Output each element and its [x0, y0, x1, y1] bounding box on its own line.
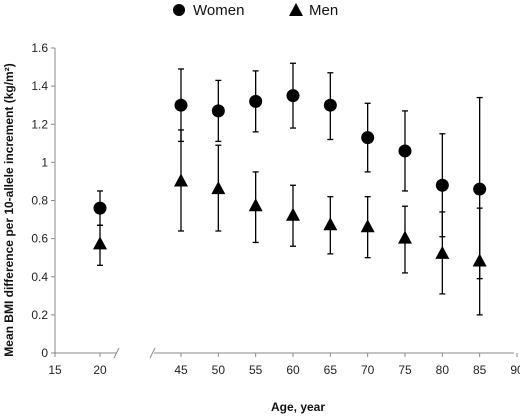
data-point	[398, 144, 412, 158]
legend: Women Men	[173, 2, 338, 19]
legend-women-label: Women	[193, 2, 244, 19]
data-point	[435, 245, 450, 259]
series-women	[93, 62, 487, 280]
data-point	[174, 173, 188, 187]
legend-women-marker	[173, 4, 185, 16]
x-tick-label: 80	[436, 363, 450, 377]
data-point	[360, 219, 375, 233]
x-tick-label: 60	[286, 363, 300, 377]
x-tick-label: 90	[510, 363, 520, 377]
y-tick-label: 0.6	[31, 232, 48, 246]
y-tick-label: 0.2	[31, 308, 48, 322]
x-tick-label: 45	[174, 363, 188, 377]
data-point	[323, 98, 337, 112]
axis-break-mark-right	[149, 347, 156, 359]
y-tick-label: 1.6	[31, 41, 48, 55]
axis-break-mark-left	[113, 347, 120, 359]
x-tick-label: 65	[324, 363, 338, 377]
y-tick-label: 0.4	[31, 270, 48, 284]
legend-men-label: Men	[309, 2, 338, 19]
legend-men-marker	[289, 3, 303, 16]
data-point	[472, 253, 487, 267]
y-tick-label: 1	[41, 155, 48, 169]
x-tick-label: 70	[361, 363, 375, 377]
data-point	[435, 178, 449, 192]
data-point	[286, 89, 300, 103]
x-tick-label: 20	[93, 363, 107, 377]
data-point	[473, 182, 487, 196]
x-tick-label: 50	[212, 363, 226, 377]
x-axis-title: Age, year	[271, 400, 325, 414]
x-axis-ticks: 15 20 45 50 55 60 65 70 75 80 85 90	[48, 353, 520, 377]
y-axis-title: Mean BMI difference per 10-allele increm…	[2, 63, 16, 356]
data-point	[211, 104, 225, 118]
axes	[54, 48, 514, 359]
data-point	[93, 236, 107, 250]
x-tick-label: 55	[249, 363, 263, 377]
x-tick-label: 75	[398, 363, 412, 377]
data-point	[361, 131, 375, 145]
data-point	[398, 230, 413, 244]
x-tick-label: 15	[48, 363, 62, 377]
data-point	[174, 98, 188, 112]
y-tick-label: 0	[41, 346, 48, 360]
y-tick-label: 1.2	[31, 117, 48, 131]
y-tick-label: 1.4	[31, 79, 48, 93]
y-tick-label: 0.8	[31, 194, 48, 208]
data-point	[93, 201, 107, 215]
data-point	[248, 198, 263, 212]
data-point	[323, 217, 338, 231]
y-axis-ticks: 0 0.2 0.4 0.6 0.8 1 1.2 1.4 1.6	[31, 41, 55, 360]
data-point	[211, 181, 226, 195]
series-men	[93, 129, 487, 316]
data-point	[249, 94, 263, 108]
data-point	[286, 207, 301, 221]
x-tick-label: 85	[473, 363, 487, 377]
chart-marks	[93, 62, 487, 316]
